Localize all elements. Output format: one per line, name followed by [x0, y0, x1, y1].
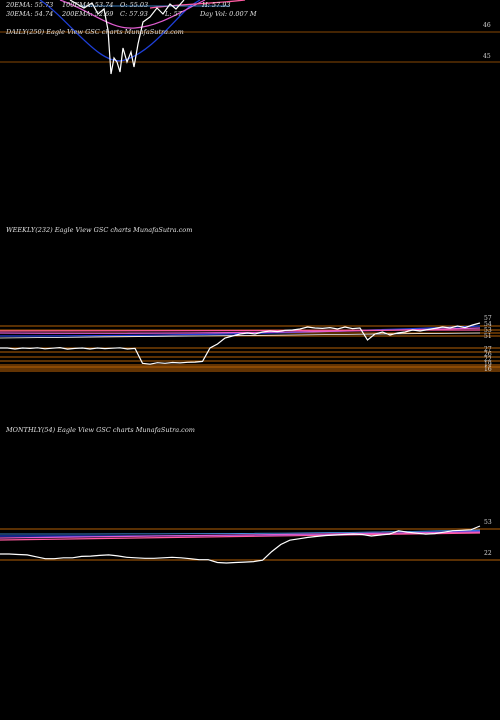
- daily-tick-46: 46: [483, 22, 491, 29]
- daily-close-stat: C: 57.93: [120, 10, 148, 18]
- daily-low-stat: L: 57: [165, 10, 182, 18]
- daily-volume-stat: Day Vol: 0.007 M: [200, 10, 257, 18]
- daily-ema-long-line: [149, 0, 246, 9]
- weekly-tick-27: 27: [484, 346, 492, 353]
- monthly-tick-22: 22: [484, 550, 492, 557]
- weekly-tick-51: 51: [484, 333, 492, 340]
- monthly-panel-label: MONTHLY(54) Eagle View GSC charts Munafa…: [6, 426, 195, 434]
- weekly-tick-22: 22: [484, 356, 492, 363]
- weekly-tick-26: 26: [484, 351, 492, 358]
- weekly-tick-57: 57: [484, 315, 492, 322]
- daily-ema100-stat: 100EMA: 53.74: [62, 1, 114, 9]
- daily-tick-45: 45: [483, 53, 491, 60]
- daily-ema-mid-line: [59, 0, 206, 29]
- weekly-panel-label: WEEKLY(232) Eagle View GSC charts Munafa…: [6, 226, 193, 234]
- daily-ema30-stat: 30EMA: 54.74: [6, 10, 54, 18]
- weekly-price-line: [0, 322, 481, 365]
- monthly-ema-long-line: [0, 532, 481, 541]
- weekly-tick-53: 53: [484, 327, 492, 334]
- weekly-level-band: [0, 364, 500, 372]
- monthly-tick-53: 53: [484, 519, 492, 526]
- daily-ema-short-line: [39, 0, 201, 62]
- monthly-price-line: [0, 525, 481, 564]
- weekly-tick-19: 19: [484, 361, 492, 368]
- weekly-tick-54: 54: [484, 321, 492, 328]
- daily-panel-label: DAILY(250) Eagle View GSC charts MunafaS…: [6, 28, 184, 36]
- daily-high-stat: H: 57.93: [202, 1, 231, 9]
- weekly-ema-short-line: [0, 325, 481, 337]
- daily-ema20-stat: 20EMA: 55.73: [6, 1, 54, 9]
- daily-ema200-stat: 200EMA: 52.69: [62, 10, 114, 18]
- daily-open-stat: O: 55.03: [120, 1, 149, 9]
- monthly-ema-extra-line: [0, 529, 481, 535]
- weekly-tick-16: 16: [484, 366, 492, 373]
- daily-price-line: [69, 0, 185, 75]
